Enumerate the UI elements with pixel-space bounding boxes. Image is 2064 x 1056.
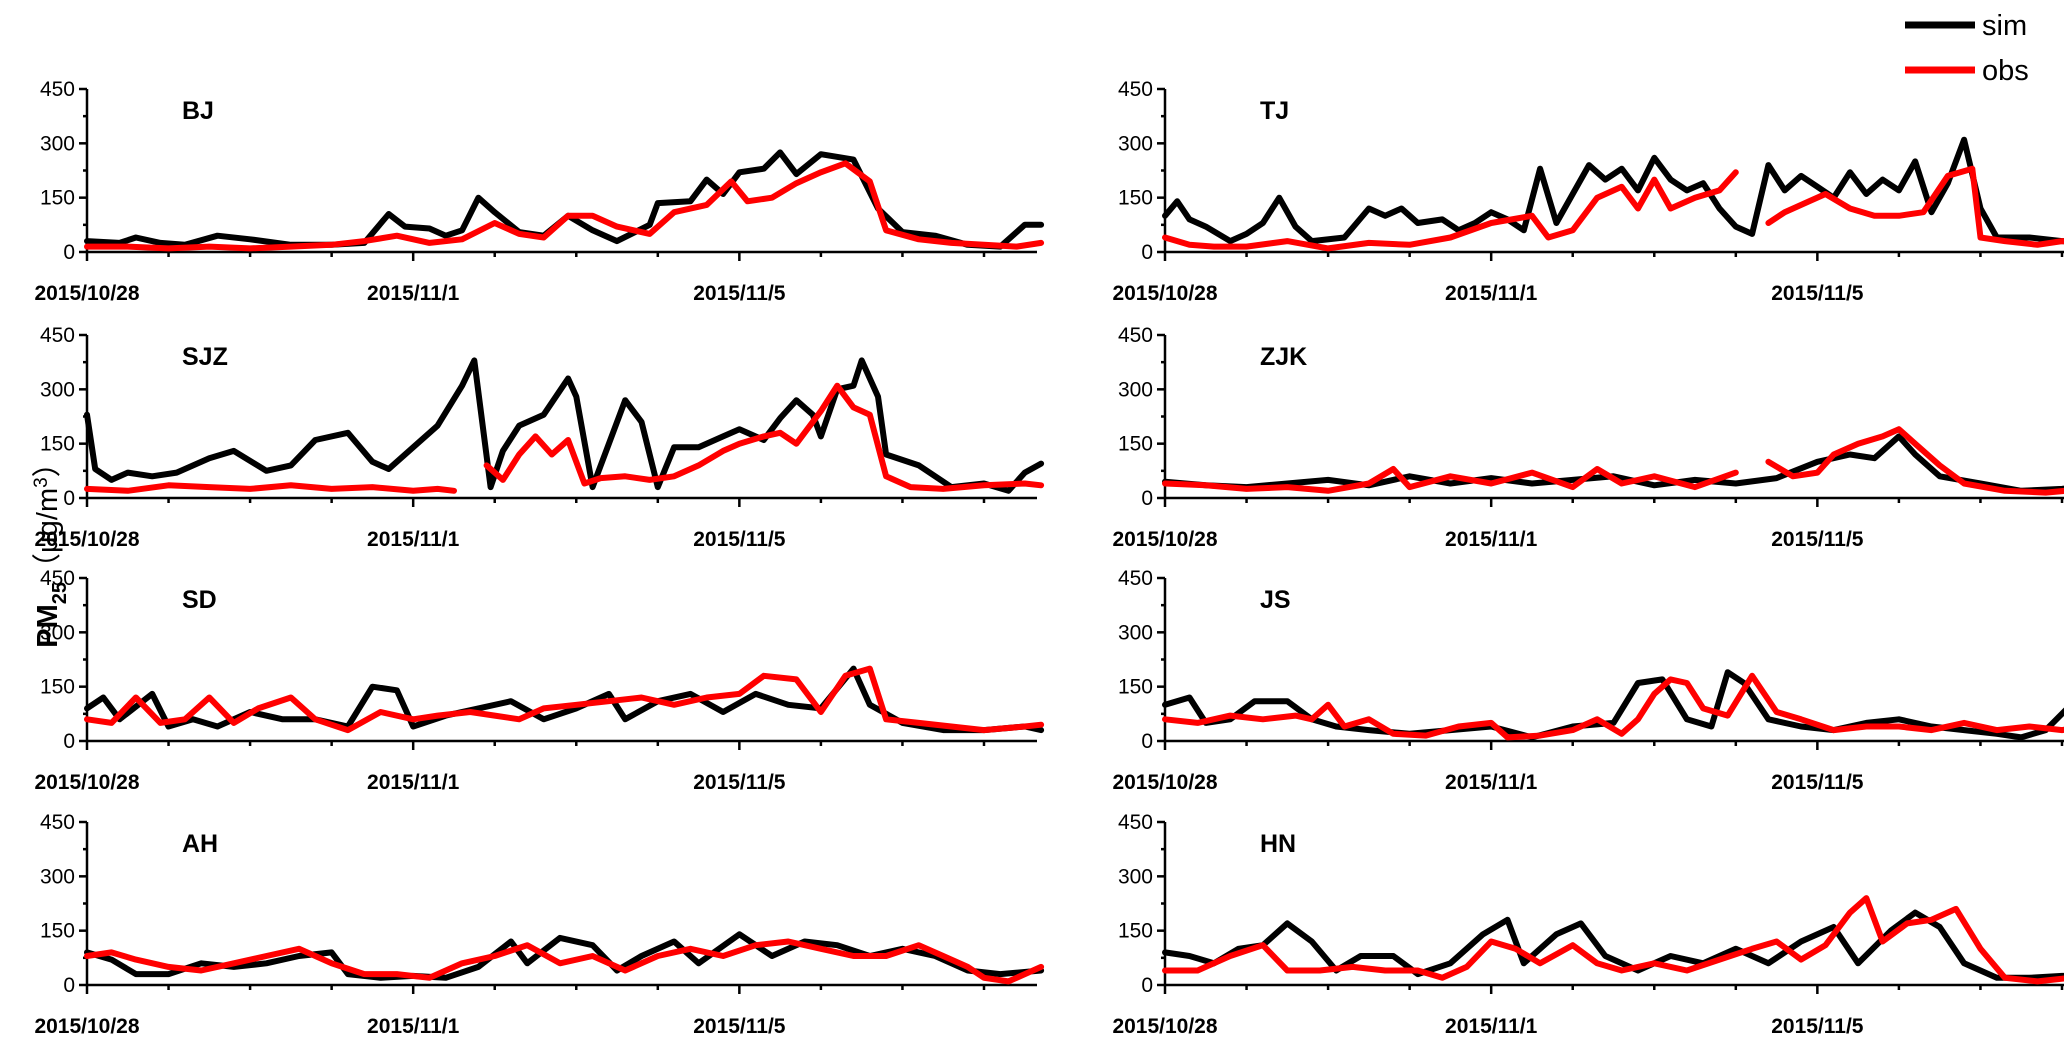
- series-line-obs: [1765, 426, 2064, 496]
- site-label-bj: BJ: [182, 97, 214, 125]
- panel-ah: 0 150 300 450 2015/10/28 2015/11/1 2015/11/5 AH: [34, 811, 1045, 1038]
- xtick-label: 2015/11/1: [367, 771, 460, 794]
- xtick-label: 2015/11/5: [1771, 282, 1864, 305]
- panel-sjz: 0 150 300 450 2015/10/28 2015/11/1 2015/11/5 SJ…: [34, 324, 1045, 551]
- site-label-sjz: SJZ: [182, 343, 228, 371]
- xtick-label: 2015/11/5: [693, 282, 786, 305]
- panel-js: 0 150 300 450 2015/10/28 2015/11/1 2015/11/5 JS: [1112, 567, 2064, 794]
- xtick-label: 2015/11/5: [693, 771, 786, 794]
- legend-label-sim: sim: [1982, 10, 2027, 42]
- xtick-label: 2015/10/28: [34, 528, 139, 551]
- legend-label-obs: obs: [1982, 55, 2029, 87]
- ytick-label: 450: [1118, 78, 1153, 101]
- ytick-label: 450: [1118, 811, 1153, 834]
- ytick-label: 0: [1141, 730, 1153, 753]
- y-axis-title: PM25（μg/m3）: [31, 448, 71, 647]
- ytick-label: 150: [1118, 676, 1153, 699]
- ytick-label: 150: [40, 676, 75, 699]
- ytick-label: 300: [1118, 378, 1153, 401]
- panel-zjk: 0 150 300 450 2015/10/28 2015/11/1 2015/11/5 ZJ…: [1112, 324, 2064, 551]
- ytick-label: 150: [40, 433, 75, 456]
- series-line-sim: [1162, 909, 2064, 981]
- series-line-obs: [84, 482, 457, 494]
- site-label-tj: TJ: [1260, 97, 1289, 125]
- panels: 0 150 300 450 2015/10/28 2015/11/1 2015/11/5 BJ…: [34, 78, 2064, 1038]
- series-line-sim: [1162, 136, 2064, 245]
- ytick-label: 300: [40, 865, 75, 888]
- ytick-label: 300: [40, 378, 75, 401]
- series-line-sim: [84, 931, 1045, 981]
- series-line-obs: [84, 160, 1045, 252]
- ytick-label: 300: [1118, 132, 1153, 155]
- xtick-label: 2015/11/1: [367, 528, 460, 551]
- ytick-label: 0: [63, 241, 75, 264]
- ytick-label: 450: [1118, 567, 1153, 590]
- y-axis-label: PM25（μg/m3）: [31, 448, 71, 647]
- xtick-label: 2015/11/5: [1771, 528, 1864, 551]
- series-line-sim: [1162, 669, 2064, 741]
- site-label-js: JS: [1260, 586, 1291, 614]
- series-line-obs: [1162, 466, 1739, 494]
- xtick-label: 2015/10/28: [34, 282, 139, 305]
- xtick-label: 2015/10/28: [34, 771, 139, 794]
- ytick-label: 0: [1141, 487, 1153, 510]
- panel-hn: 0 150 300 450 2015/10/28 2015/11/1 2015/11/5 HN: [1112, 811, 2064, 1038]
- xtick-label: 2015/11/5: [1771, 771, 1864, 794]
- xtick-label: 2015/11/5: [693, 528, 786, 551]
- xtick-label: 2015/11/5: [693, 1015, 786, 1038]
- xtick-label: 2015/11/1: [1445, 528, 1538, 551]
- ytick-label: 450: [40, 567, 75, 590]
- xtick-label: 2015/11/1: [1445, 1015, 1538, 1038]
- ytick-label: 0: [1141, 974, 1153, 997]
- xtick-label: 2015/11/5: [1771, 1015, 1864, 1038]
- panel-sd: 0 150 300 450 2015/10/28 2015/11/1 2015/11/5 SD: [34, 567, 1045, 794]
- ytick-label: 0: [1141, 241, 1153, 264]
- panel-bj: 0 150 300 450 2015/10/28 2015/11/1 2015/11/5 BJ: [34, 78, 1045, 305]
- ytick-label: 450: [40, 811, 75, 834]
- series-line-obs: [483, 382, 1045, 492]
- xtick-label: 2015/10/28: [1112, 771, 1217, 794]
- series-line-sim: [84, 665, 1045, 734]
- series-line-sim: [84, 357, 1045, 494]
- xtick-label: 2015/11/1: [1445, 282, 1538, 305]
- ytick-label: 150: [1118, 187, 1153, 210]
- series-line-sim: [84, 149, 1045, 250]
- ytick-label: 0: [63, 730, 75, 753]
- ytick-label: 300: [40, 132, 75, 155]
- xtick-label: 2015/10/28: [1112, 528, 1217, 551]
- series-line-obs: [1162, 672, 2064, 741]
- series-line-obs: [84, 665, 1045, 734]
- ytick-label: 300: [40, 621, 75, 644]
- xtick-label: 2015/11/1: [1445, 771, 1538, 794]
- ytick-label: 0: [63, 487, 75, 510]
- legend: sim obs: [1905, 10, 2029, 87]
- site-label-ah: AH: [182, 830, 218, 858]
- ytick-label: 0: [63, 974, 75, 997]
- series-line-obs: [1765, 165, 2064, 248]
- series-line-obs: [84, 938, 1045, 985]
- xtick-label: 2015/10/28: [1112, 1015, 1217, 1038]
- site-label-sd: SD: [182, 586, 217, 614]
- ytick-label: 150: [1118, 920, 1153, 943]
- site-label-zjk: ZJK: [1260, 343, 1307, 371]
- ytick-label: 300: [1118, 621, 1153, 644]
- xtick-label: 2015/10/28: [34, 1015, 139, 1038]
- site-label-hn: HN: [1260, 830, 1296, 858]
- ytick-label: 450: [40, 78, 75, 101]
- ytick-label: 150: [40, 187, 75, 210]
- xtick-label: 2015/11/1: [367, 282, 460, 305]
- ytick-label: 300: [1118, 865, 1153, 888]
- ytick-label: 150: [1118, 433, 1153, 456]
- ytick-label: 450: [40, 324, 75, 347]
- series-line-obs: [1162, 169, 1739, 252]
- ytick-label: 450: [1118, 324, 1153, 347]
- series-line-obs: [1162, 895, 2064, 985]
- panel-tj: 0 150 300 450 2015/10/28 2015/11/1 2015/11/5 TJ: [1112, 78, 2064, 305]
- xtick-label: 2015/11/1: [367, 1015, 460, 1038]
- ytick-label: 150: [40, 920, 75, 943]
- xtick-label: 2015/10/28: [1112, 282, 1217, 305]
